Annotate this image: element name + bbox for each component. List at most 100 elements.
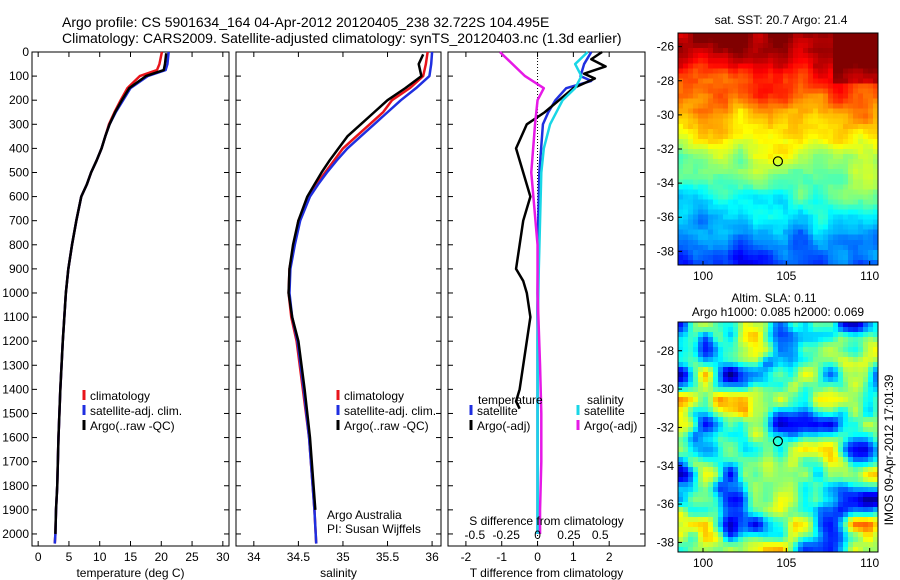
heatmap-cell [828, 352, 834, 358]
heatmap-cell [688, 179, 694, 185]
heatmap-cell [833, 108, 839, 115]
heatmap-cell [813, 527, 819, 533]
heatmap-cell [733, 432, 739, 438]
heatmap-cell [853, 457, 859, 463]
heatmap-cell [843, 387, 849, 393]
heatmap-cell [778, 48, 784, 54]
heatmap-cell [718, 467, 724, 473]
heatmap-cell [828, 547, 834, 553]
sla-map-ytick-label: -36 [657, 497, 675, 511]
heatmap-cell [688, 422, 694, 428]
heatmap-cell [813, 462, 819, 468]
heatmap-cell [723, 38, 729, 44]
heatmap-cell [838, 387, 844, 393]
heatmap-cell [708, 542, 714, 548]
heatmap-cell [778, 427, 784, 433]
heatmap-cell [783, 467, 789, 473]
depth-tick-label: 500 [9, 165, 29, 179]
heatmap-cell [813, 199, 819, 206]
heatmap-cell [783, 249, 789, 256]
heatmap-cell [788, 547, 794, 553]
heatmap-cell [718, 128, 724, 135]
heatmap-cell [733, 194, 739, 201]
heatmap-cell [703, 457, 709, 463]
heatmap-cell [783, 154, 789, 160]
heatmap-cell [738, 244, 744, 251]
heatmap-cell [838, 497, 844, 503]
heatmap-cell [833, 53, 839, 59]
heatmap-cell [798, 179, 804, 185]
salinity-xtick-label: 34 [247, 550, 261, 564]
heatmap-cell [818, 113, 824, 120]
heatmap-cell [808, 154, 814, 160]
heatmap-cell [723, 462, 729, 468]
heatmap-cell [703, 447, 709, 453]
heatmap-cell [698, 327, 704, 333]
heatmap-cell [788, 427, 794, 433]
heatmap-cell [743, 437, 749, 443]
heatmap-cell [788, 357, 794, 363]
heatmap-cell [768, 467, 774, 473]
header-line-2: Climatology: CARS2009. Satellite-adjuste… [62, 30, 622, 46]
heatmap-cell [838, 532, 844, 538]
heatmap-cell [728, 467, 734, 473]
heatmap-cell [858, 532, 864, 538]
heatmap-cell [723, 229, 729, 236]
heatmap-cell [853, 103, 859, 110]
heatmap-cell [858, 128, 864, 135]
heatmap-cell [823, 138, 829, 145]
salinity-legend-item: climatology [344, 389, 404, 403]
heatmap-cell [763, 412, 769, 418]
heatmap-cell [788, 239, 794, 246]
heatmap-cell [713, 154, 719, 160]
heatmap-cell [768, 259, 774, 266]
heatmap-cell [748, 48, 754, 54]
heatmap-cell [828, 118, 834, 125]
heatmap-cell [808, 133, 814, 140]
heatmap-cell [748, 512, 754, 518]
heatmap-cell [838, 492, 844, 498]
heatmap-cell [813, 128, 819, 135]
heatmap-cell [793, 204, 799, 211]
heatmap-cell [773, 352, 779, 358]
heatmap-cell [698, 184, 704, 190]
heatmap-cell [713, 492, 719, 498]
heatmap-cell [818, 442, 824, 448]
heatmap-cell [683, 487, 689, 493]
heatmap-cell [873, 357, 879, 363]
heatmap-cell [738, 487, 744, 493]
heatmap-cell [853, 53, 859, 59]
heatmap-cell [713, 128, 719, 135]
heatmap-cell [738, 174, 744, 180]
heatmap-cell [753, 357, 759, 363]
heatmap-cell [758, 437, 764, 443]
heatmap-cell [778, 392, 784, 398]
heatmap-cell [768, 442, 774, 448]
heatmap-cell [708, 48, 714, 54]
heatmap-cell [853, 174, 859, 180]
heatmap-cell [868, 189, 874, 195]
heatmap-cell [693, 502, 699, 508]
heatmap-cell [828, 174, 834, 180]
heatmap-cell [713, 477, 719, 483]
heatmap-cell [718, 392, 724, 398]
heatmap-cell [758, 53, 764, 59]
heatmap-cell [728, 88, 734, 95]
heatmap-cell [823, 482, 829, 488]
heatmap-cell [733, 58, 739, 64]
heatmap-cell [833, 407, 839, 413]
heatmap-cell [843, 397, 849, 403]
heatmap-cell [763, 537, 769, 543]
heatmap-cell [688, 259, 694, 266]
heatmap-cell [713, 432, 719, 438]
heatmap-cell [743, 322, 749, 328]
heatmap-cell [713, 159, 719, 165]
heatmap-cell [858, 347, 864, 353]
heatmap-cell [708, 93, 714, 100]
heatmap-cell [688, 322, 694, 328]
heatmap-cell [718, 118, 724, 125]
heatmap-cell [823, 322, 829, 328]
heatmap-cell [793, 497, 799, 503]
heatmap-cell [858, 437, 864, 443]
heatmap-cell [768, 164, 774, 170]
